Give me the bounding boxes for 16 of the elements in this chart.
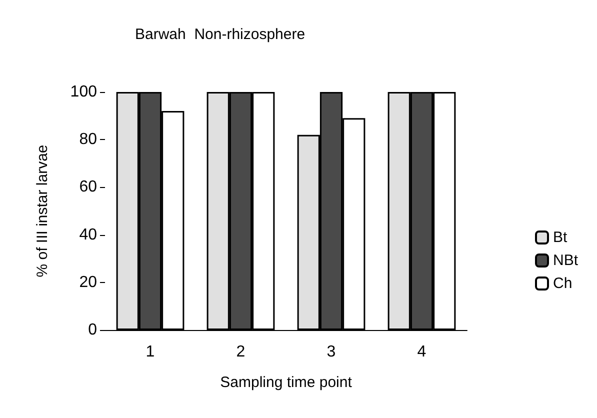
- x-tick-label: 4: [417, 344, 426, 360]
- chart-title: Barwah Non-rhizosphere: [135, 26, 306, 43]
- y-tick-label: 80: [79, 131, 98, 148]
- y-tick-label: 40: [79, 226, 98, 244]
- legend-label: NBt: [552, 252, 579, 269]
- x-tick-label: 2: [236, 344, 246, 360]
- legend-label: Bt: [552, 229, 568, 246]
- x-axis-title: Sampling time point: [220, 374, 353, 391]
- y-tick-label: 0: [88, 322, 98, 338]
- y-axis-title: % of III instar larvae: [34, 144, 51, 278]
- legend-label: Ch: [552, 275, 572, 292]
- x-tick-label: 3: [326, 344, 336, 360]
- y-tick-label: 60: [79, 178, 98, 196]
- x-tick-label: 1: [146, 344, 155, 360]
- y-tick-label: 20: [79, 274, 98, 291]
- y-tick-label: 100: [70, 84, 98, 100]
